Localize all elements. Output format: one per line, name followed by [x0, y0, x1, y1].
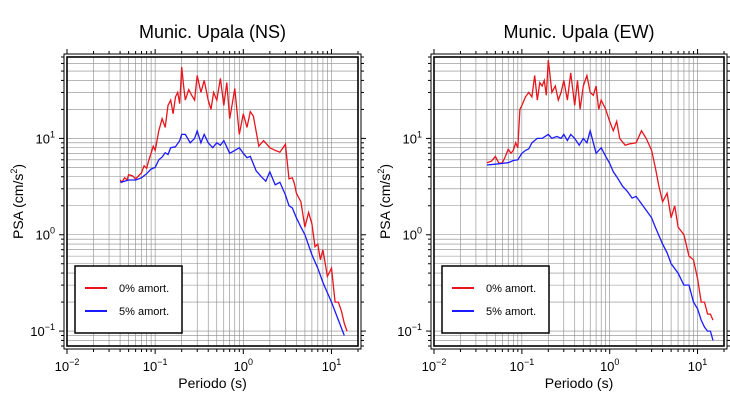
- x-tick-label: 10−1: [143, 357, 168, 374]
- series-line-red: [119, 67, 348, 332]
- x-tick-label: 101: [688, 357, 707, 374]
- plot-frame-outer: [63, 53, 362, 350]
- x-axis-label: Periodo (s): [545, 375, 613, 391]
- y-tick-label: 100: [403, 226, 422, 243]
- y-tick-label: 101: [403, 129, 422, 146]
- legend-label: 5% amort.: [119, 306, 169, 318]
- plot-frame: [66, 56, 359, 347]
- y-tick-label: 101: [36, 129, 55, 146]
- y-tick-label: 10−1: [30, 322, 55, 339]
- chart-title: Munic. Upala (EW): [503, 22, 654, 42]
- chart-panel-1: 10−2 10−1 100 101 10−1 100 101 Munic. Upala (NS…: [9, 22, 366, 391]
- y-axis-label: PSA (cm/s2): [9, 164, 26, 239]
- y-tick-label: 100: [36, 226, 55, 243]
- chart-panel-2: 10−2 10−1 100 101 10−1 100 101 Munic. Upala (EW…: [376, 22, 730, 391]
- legend: 0% amort. 5% amort.: [74, 265, 183, 334]
- legend: 0% amort. 5% amort.: [441, 265, 550, 334]
- y-tick-label: 10−1: [397, 322, 422, 339]
- chart-title: Munic. Upala (NS): [139, 22, 286, 42]
- tick-marks: [59, 49, 366, 354]
- series-line-blue: [486, 128, 714, 341]
- y-axis-label: PSA (cm/s2): [376, 164, 393, 239]
- x-tick-label: 10−2: [55, 357, 80, 374]
- legend-label: 0% amort.: [119, 283, 169, 295]
- x-tick-label: 100: [234, 357, 253, 374]
- series-line-blue: [119, 128, 345, 336]
- legend-box: [74, 265, 183, 334]
- legend-label: 5% amort.: [486, 306, 536, 318]
- x-tick-label: 10−2: [422, 357, 447, 374]
- legend-box: [441, 265, 550, 334]
- legend-label: 0% amort.: [486, 283, 536, 295]
- x-axis-label: Periodo (s): [178, 375, 246, 391]
- series-line-red: [486, 60, 714, 321]
- x-tick-label: 100: [600, 357, 619, 374]
- x-tick-label: 10−1: [509, 357, 534, 374]
- plot-frame: [433, 56, 725, 347]
- plot-frame-outer: [430, 53, 728, 350]
- x-tick-label: 101: [322, 357, 341, 374]
